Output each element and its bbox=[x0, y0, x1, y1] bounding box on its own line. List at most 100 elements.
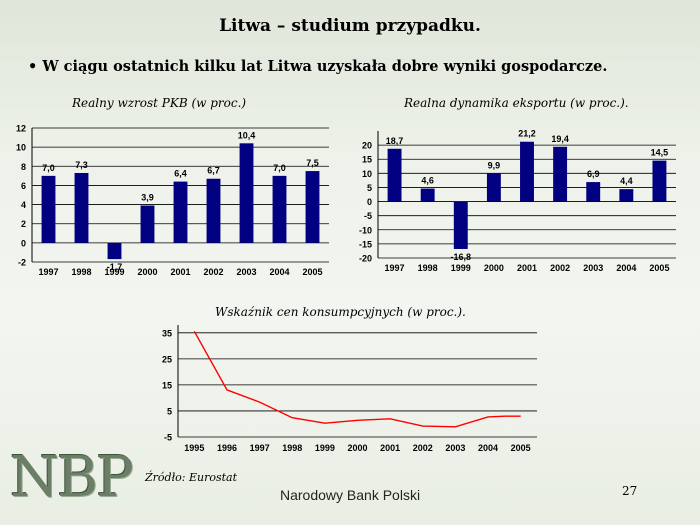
gdp-x-tick-label: 2004 bbox=[269, 267, 289, 277]
export-x-tick-label: 2001 bbox=[517, 263, 537, 273]
gdp-x-tick-label: 1997 bbox=[38, 267, 58, 277]
export-bar bbox=[586, 182, 601, 202]
gdp-data-label: -1,7 bbox=[107, 262, 123, 272]
export-y-tick-label: 5 bbox=[367, 183, 372, 193]
export-y-tick-label: 0 bbox=[367, 197, 372, 207]
cpi-y-tick-label: 15 bbox=[162, 380, 172, 390]
cpi-x-tick-label: 2000 bbox=[347, 443, 367, 453]
gdp-x-tick-label: 2000 bbox=[137, 267, 157, 277]
gdp-y-tick-label: 6 bbox=[21, 181, 26, 191]
gdp-x-tick-label: 2003 bbox=[236, 267, 256, 277]
cpi-chart-title: Wskaźnik cen konsumpcyjnych (w proc.). bbox=[215, 305, 466, 319]
cpi-x-tick-label: 1999 bbox=[315, 443, 335, 453]
export-data-label: 18,7 bbox=[386, 136, 404, 146]
export-data-label: 19,4 bbox=[551, 134, 569, 144]
gdp-bar bbox=[206, 178, 221, 243]
cpi-x-tick-label: 2003 bbox=[445, 443, 465, 453]
export-data-label: 6,9 bbox=[587, 169, 600, 179]
gdp-bar bbox=[272, 175, 287, 243]
export-x-tick-label: 1999 bbox=[451, 263, 471, 273]
cpi-x-tick-label: 1996 bbox=[217, 443, 237, 453]
gdp-bar bbox=[74, 172, 89, 243]
gdp-y-tick-label: 12 bbox=[16, 124, 26, 134]
gdp-y-tick-label: 2 bbox=[21, 219, 26, 229]
gdp-y-tick-label: 8 bbox=[21, 162, 26, 172]
gdp-bar bbox=[140, 205, 155, 243]
gdp-x-tick-label: 1998 bbox=[71, 267, 91, 277]
cpi-series-line bbox=[193, 330, 521, 428]
export-bar bbox=[387, 148, 402, 202]
cpi-y-tick-label: 25 bbox=[162, 354, 172, 364]
slide-bullet: • W ciągu ostatnich kilku lat Litwa uzys… bbox=[28, 58, 608, 75]
export-data-label: 4,4 bbox=[620, 176, 633, 186]
gdp-data-label: 7,5 bbox=[306, 158, 319, 168]
export-x-tick-label: 2002 bbox=[550, 263, 570, 273]
export-y-tick-label: 10 bbox=[362, 169, 372, 179]
gdp-data-label: 7,3 bbox=[75, 160, 88, 170]
export-bar bbox=[453, 201, 468, 249]
gdp-bar bbox=[305, 171, 320, 243]
gdp-x-tick-label: 1999 bbox=[104, 267, 124, 277]
export-y-tick-label: -15 bbox=[359, 239, 372, 249]
export-data-label: 14,5 bbox=[651, 148, 669, 158]
bank-name: Narodowy Bank Polski bbox=[280, 487, 421, 503]
export-y-tick-label: -20 bbox=[359, 254, 372, 264]
gdp-y-tick-label: 0 bbox=[21, 238, 26, 248]
cpi-x-tick-label: 1997 bbox=[250, 443, 270, 453]
gdp-bar bbox=[239, 143, 254, 243]
export-data-label: -16,8 bbox=[451, 252, 472, 262]
cpi-x-tick-label: 2002 bbox=[413, 443, 433, 453]
gdp-y-tick-label: -2 bbox=[18, 258, 26, 268]
export-y-tick-label: 20 bbox=[362, 141, 372, 151]
gdp-data-label: 6,7 bbox=[207, 166, 220, 176]
export-chart-title: Realna dynamika eksportu (w proc.). bbox=[404, 96, 629, 110]
export-bar bbox=[520, 141, 534, 202]
export-x-tick-label: 2004 bbox=[616, 263, 636, 273]
gdp-data-label: 7,0 bbox=[273, 163, 286, 173]
export-data-label: 21,2 bbox=[518, 129, 536, 139]
cpi-x-tick-label: 1998 bbox=[282, 443, 302, 453]
gdp-y-tick-label: 10 bbox=[16, 143, 26, 153]
export-y-tick-label: -5 bbox=[364, 211, 372, 221]
gdp-x-tick-label: 2005 bbox=[302, 267, 322, 277]
gdp-bar bbox=[41, 175, 56, 243]
export-bar bbox=[420, 188, 435, 202]
nbp-logo: NBP bbox=[10, 445, 134, 510]
cpi-x-tick-label: 2005 bbox=[511, 443, 531, 453]
export-data-label: 4,6 bbox=[421, 176, 434, 186]
export-data-label: 9,9 bbox=[488, 161, 501, 171]
export-x-tick-label: 2003 bbox=[583, 263, 603, 273]
cpi-x-tick-label: 2004 bbox=[478, 443, 498, 453]
cpi-x-tick-label: 2001 bbox=[380, 443, 400, 453]
gdp-data-label: 3,9 bbox=[141, 193, 154, 203]
gdp-bar bbox=[107, 242, 122, 260]
export-x-tick-label: 2000 bbox=[484, 263, 504, 273]
export-x-tick-label: 2005 bbox=[649, 263, 669, 273]
cpi-y-tick-label: -5 bbox=[164, 433, 172, 443]
gdp-data-label: 7,0 bbox=[42, 163, 55, 173]
cpi-y-tick-label: 35 bbox=[162, 328, 172, 338]
gdp-x-tick-label: 2001 bbox=[170, 267, 190, 277]
source-note: Źródło: Eurostat bbox=[145, 471, 237, 484]
cpi-y-tick-label: 5 bbox=[167, 406, 172, 416]
gdp-x-tick-label: 2002 bbox=[203, 267, 223, 277]
export-x-tick-label: 1997 bbox=[385, 263, 405, 273]
page-number: 27 bbox=[622, 484, 638, 498]
export-bar bbox=[619, 189, 634, 202]
gdp-data-label: 10,4 bbox=[238, 130, 256, 140]
cpi-x-tick-label: 1995 bbox=[184, 443, 204, 453]
gdp-bar bbox=[173, 181, 188, 243]
export-bar bbox=[652, 160, 667, 202]
export-bar bbox=[553, 146, 568, 202]
gdp-chart-title: Realny wzrost PKB (w proc.) bbox=[72, 96, 247, 110]
slide-title: Litwa – studium przypadku. bbox=[219, 16, 481, 36]
export-y-tick-label: 15 bbox=[362, 155, 372, 165]
export-x-tick-label: 1998 bbox=[418, 263, 438, 273]
gdp-data-label: 6,4 bbox=[174, 169, 187, 179]
export-y-tick-label: -10 bbox=[359, 225, 372, 235]
gdp-y-tick-label: 4 bbox=[21, 200, 26, 210]
export-bar bbox=[486, 173, 501, 202]
